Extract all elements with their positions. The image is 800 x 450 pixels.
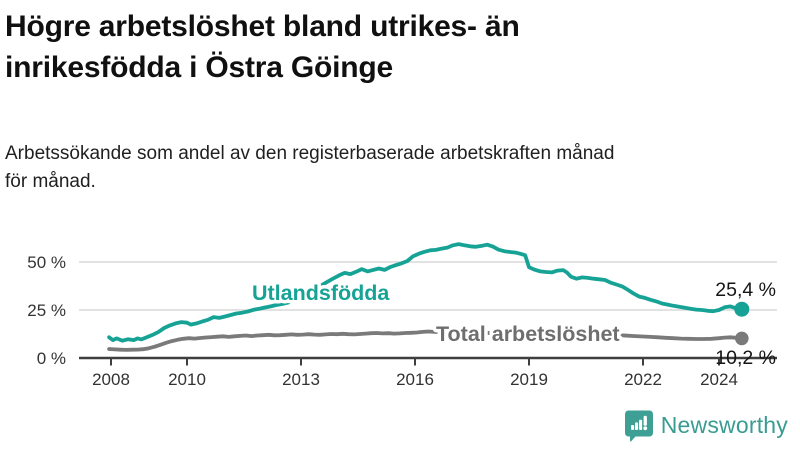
gridlines	[79, 261, 777, 311]
page-title: Högre arbetslöshet bland utrikes- än inr…	[5, 6, 520, 88]
series-label-total: Total arbetslöshet	[436, 322, 620, 346]
chart-subtitle: Arbetssökande som andel av den registerb…	[5, 140, 614, 196]
end-dot-total	[735, 331, 749, 346]
bar-3	[638, 419, 642, 430]
series-inline-labels: Utlandsfödda Total arbetslöshet	[249, 278, 624, 350]
axis-tick-labels: 2008 2010 2013 2016 2019 2022 2024 0 % 25 % 50 %	[27, 253, 738, 389]
title-line-2: inrikesfödda i Östra Göinge	[5, 51, 394, 84]
end-dot-utlandsfodda	[734, 301, 750, 317]
x-tick-label-2008: 2008	[92, 370, 130, 389]
y-tick-label-50: 50 %	[27, 253, 66, 272]
brand-name: Newsworthy	[660, 412, 788, 438]
series-label-utlandsfodda: Utlandsfödda	[252, 281, 390, 305]
x-axis	[79, 356, 777, 366]
exclamation-dot	[643, 426, 647, 431]
x-tick-label-2022: 2022	[624, 370, 662, 389]
bar-1	[630, 425, 634, 430]
x-tick-label-2013: 2013	[282, 370, 320, 389]
end-value-utlandsfodda: 25,4 %	[715, 279, 776, 301]
x-tick-label-2024: 2024	[700, 370, 738, 389]
x-tick-label-2016: 2016	[396, 370, 434, 389]
end-value-total: 10,2 %	[715, 347, 776, 369]
series-lines	[107, 242, 744, 352]
series-end-dots	[734, 301, 750, 346]
newsworthy-brand: Newsworthy	[624, 409, 788, 442]
y-tick-label-25: 25 %	[27, 301, 66, 320]
y-tick-label-0: 0 %	[37, 349, 66, 368]
x-tick-label-2010: 2010	[168, 370, 206, 389]
bar-2	[634, 422, 638, 430]
exclamation-bar	[643, 415, 647, 426]
title-line-1: Högre arbetslöshet bland utrikes- än	[5, 10, 520, 43]
subtitle-line-1: Arbetssökande som andel av den registerb…	[5, 143, 615, 164]
x-tick-label-2019: 2019	[510, 370, 548, 389]
subtitle-line-2: för månad.	[5, 171, 96, 192]
newsworthy-logo-icon	[624, 410, 653, 442]
series-line-utlandsfodda	[107, 242, 744, 343]
series-line-total	[107, 329, 744, 352]
series-end-value-labels: 25,4 % 10,2 %	[715, 279, 776, 369]
